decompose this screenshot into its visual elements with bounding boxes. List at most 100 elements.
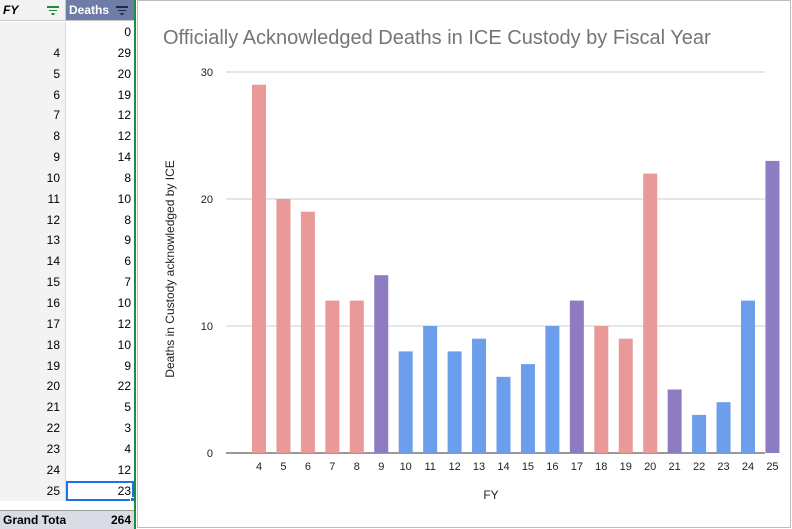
table-row[interactable]: 10 8 xyxy=(0,167,134,189)
x-axis-title: FY xyxy=(483,488,498,502)
table-row[interactable]: 12 8 xyxy=(0,209,134,231)
y-tick-label: 30 xyxy=(201,67,213,79)
y-tick-label: 20 xyxy=(201,194,213,206)
bar xyxy=(643,173,658,453)
x-tick-label: 12 xyxy=(448,461,460,473)
fy-cell[interactable]: 11 xyxy=(0,188,66,210)
deaths-cell[interactable]: 0 xyxy=(124,25,131,39)
bar xyxy=(374,275,389,453)
y-tick-label: 0 xyxy=(207,448,213,460)
fy-cell[interactable]: 8 xyxy=(0,126,66,148)
filter-icon[interactable] xyxy=(116,5,128,15)
bar xyxy=(447,351,462,453)
deaths-cell[interactable]: 12 xyxy=(117,462,131,477)
bar xyxy=(398,351,413,453)
fy-cell[interactable]: 9 xyxy=(0,147,66,168)
grand-total-row[interactable]: Grand Total 264 xyxy=(0,510,134,529)
table-row[interactable]: 22 3 xyxy=(0,418,134,439)
fy-cell[interactable]: 16 xyxy=(0,292,66,314)
fy-cell[interactable]: 13 xyxy=(0,230,66,252)
bar xyxy=(618,338,633,453)
table-row[interactable]: 16 10 xyxy=(0,292,134,314)
chart-title: Officially Acknowledged Deaths in ICE Cu… xyxy=(163,27,711,49)
table-row[interactable]: 8 12 xyxy=(0,126,134,148)
deaths-cell[interactable]: 14 xyxy=(117,150,131,165)
fy-cell[interactable]: 4 xyxy=(0,42,66,64)
table-row[interactable]: 7 12 xyxy=(0,105,134,127)
fy-cell[interactable]: 19 xyxy=(0,355,66,377)
table-row[interactable]: 0 xyxy=(0,22,134,43)
fy-cell[interactable]: 12 xyxy=(0,209,66,231)
deaths-cell[interactable]: 12 xyxy=(117,129,131,144)
table-row[interactable]: 18 10 xyxy=(0,334,134,356)
table-row[interactable]: 9 14 xyxy=(0,147,134,168)
bar xyxy=(667,389,682,453)
column-header-deaths[interactable]: Deaths xyxy=(66,0,134,21)
fy-cell[interactable]: 6 xyxy=(0,84,66,106)
deaths-cell[interactable]: 29 xyxy=(117,45,131,60)
fy-cell[interactable]: 22 xyxy=(0,418,66,439)
table-row[interactable]: 23 4 xyxy=(0,438,134,460)
deaths-cell[interactable]: 20 xyxy=(117,66,131,81)
grand-total-label: Grand Total xyxy=(3,513,66,527)
deaths-cell[interactable]: 12 xyxy=(117,108,131,123)
fy-cell[interactable]: 7 xyxy=(0,105,66,127)
fy-cell[interactable]: 5 xyxy=(0,63,66,85)
fy-cell[interactable]: 20 xyxy=(0,376,66,398)
fy-cell[interactable]: 17 xyxy=(0,313,66,335)
table-row[interactable]: 24 12 xyxy=(0,459,134,481)
bar xyxy=(325,300,340,453)
deaths-cell[interactable]: 8 xyxy=(124,170,131,185)
deaths-cell[interactable]: 10 xyxy=(117,337,131,352)
deaths-cell[interactable]: 8 xyxy=(124,212,131,227)
table-row[interactable]: 14 6 xyxy=(0,251,134,273)
pivot-rows: 0 4 29 5 20 6 19 7 12 8 12 9 14 10 8 11 10 12 8 13 9 14 6 15 7 16… xyxy=(0,22,135,503)
deaths-cell[interactable]: 22 xyxy=(117,379,131,394)
bar xyxy=(569,300,584,453)
fy-cell[interactable]: 18 xyxy=(0,334,66,356)
x-tick-label: 24 xyxy=(742,461,754,473)
filter-icon[interactable] xyxy=(47,5,59,15)
table-row[interactable]: 6 19 xyxy=(0,84,134,106)
fy-cell[interactable]: 15 xyxy=(0,272,66,293)
fy-cell[interactable]: 10 xyxy=(0,167,66,189)
table-row[interactable]: 25 23 xyxy=(0,480,135,503)
table-row[interactable]: 17 12 xyxy=(0,313,134,335)
table-row[interactable]: 19 9 xyxy=(0,355,134,377)
deaths-cell[interactable]: 10 xyxy=(117,295,131,310)
deaths-cell[interactable]: 9 xyxy=(124,358,131,373)
deaths-cell[interactable]: 9 xyxy=(124,233,131,248)
freeze-divider[interactable] xyxy=(134,0,136,529)
deaths-cell[interactable]: 5 xyxy=(124,400,131,415)
table-row[interactable]: 15 7 xyxy=(0,272,134,293)
x-tick-label: 9 xyxy=(378,461,384,473)
table-row[interactable]: 21 5 xyxy=(0,397,134,419)
deaths-cell[interactable]: 23 xyxy=(66,480,135,503)
chart-panel[interactable]: Officially Acknowledged Deaths in ICE Cu… xyxy=(137,0,791,528)
fy-cell[interactable]: 24 xyxy=(0,459,66,481)
fy-cell[interactable] xyxy=(0,22,66,43)
table-row[interactable]: 13 9 xyxy=(0,230,134,252)
deaths-cell[interactable]: 19 xyxy=(117,87,131,102)
deaths-cell[interactable]: 6 xyxy=(124,254,131,269)
table-row[interactable]: 20 22 xyxy=(0,376,134,398)
fy-cell[interactable]: 25 xyxy=(0,480,66,502)
grand-total-value: 264 xyxy=(110,513,131,527)
table-row[interactable]: 11 10 xyxy=(0,188,134,210)
x-tick-label: 17 xyxy=(571,461,583,473)
fy-cell[interactable]: 23 xyxy=(0,438,66,460)
table-row[interactable]: 4 29 xyxy=(0,42,134,64)
fy-cell[interactable]: 21 xyxy=(0,397,66,419)
deaths-cell[interactable]: 10 xyxy=(117,191,131,206)
table-row[interactable]: 5 20 xyxy=(0,63,134,85)
deaths-cell[interactable]: 12 xyxy=(117,316,131,331)
bar-chart: 0 10 20 30 4 5 6 7 8 9 10 11 12 13 14 15 16 17 18 19 20 21 22 2… xyxy=(163,67,780,502)
deaths-cell[interactable]: 3 xyxy=(124,421,131,436)
deaths-cell[interactable]: 7 xyxy=(124,275,131,290)
deaths-cell[interactable]: 4 xyxy=(124,441,131,456)
fy-cell[interactable]: 14 xyxy=(0,251,66,273)
y-tick-label: 10 xyxy=(201,321,213,333)
bar xyxy=(300,211,315,453)
bar xyxy=(520,364,535,453)
column-header-fy[interactable]: FY xyxy=(0,0,66,21)
